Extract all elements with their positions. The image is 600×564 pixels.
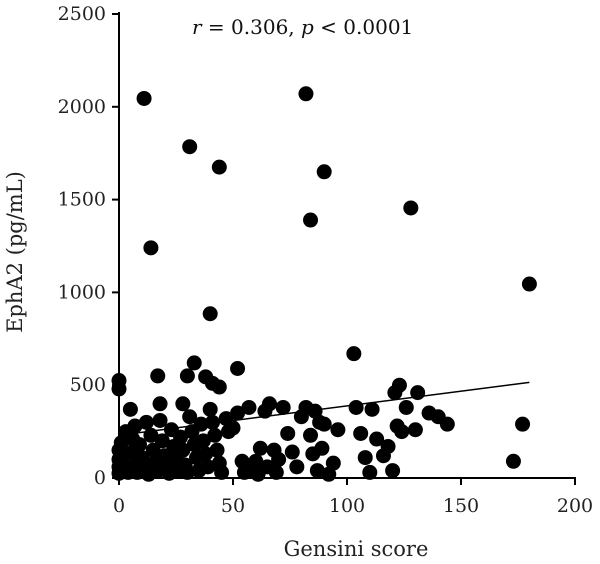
- data-point: [207, 427, 223, 443]
- data-point: [364, 401, 380, 417]
- data-point: [132, 437, 148, 453]
- data-point: [357, 450, 373, 466]
- data-point: [316, 164, 332, 180]
- r-symbol: r: [192, 15, 203, 39]
- data-point: [275, 399, 291, 415]
- data-point: [211, 159, 227, 175]
- y-tick-label: 0: [94, 467, 106, 489]
- data-point: [211, 379, 227, 395]
- data-point: [394, 424, 410, 440]
- data-point: [150, 368, 166, 384]
- data-point: [200, 459, 216, 475]
- data-point: [515, 416, 531, 432]
- data-point: [380, 438, 396, 454]
- data-point: [439, 416, 455, 432]
- y-tick-label: 500: [70, 374, 106, 396]
- data-point: [330, 422, 346, 438]
- data-point: [173, 429, 189, 445]
- data-point: [385, 463, 401, 479]
- data-point: [362, 464, 378, 480]
- x-tick-label: 50: [221, 495, 245, 517]
- data-point: [225, 420, 241, 436]
- data-point: [298, 86, 314, 102]
- data-point: [353, 425, 369, 441]
- trendline-group: [118, 381, 530, 437]
- r-value: = 0.306,: [202, 15, 301, 39]
- data-point: [303, 212, 319, 228]
- y-axis-title: EphA2 (pg/mL): [3, 171, 27, 333]
- data-point: [175, 396, 191, 412]
- data-point: [391, 377, 407, 393]
- y-tick-label: 2000: [58, 96, 106, 118]
- data-point: [403, 200, 419, 216]
- data-point: [280, 425, 296, 441]
- data-point: [309, 463, 325, 479]
- data-point: [316, 416, 332, 432]
- data-point: [348, 399, 364, 415]
- data-point: [234, 453, 250, 469]
- data-point: [152, 412, 168, 428]
- data-point: [111, 381, 127, 397]
- data-point: [241, 399, 257, 415]
- data-point: [230, 360, 246, 376]
- data-point: [209, 442, 225, 458]
- data-point: [325, 455, 341, 471]
- trendline: [118, 381, 530, 437]
- y-tick-label: 1500: [58, 189, 106, 211]
- data-point: [271, 451, 287, 467]
- data-point: [145, 442, 161, 458]
- correlation-annotation: r = 0.306, p < 0.0001: [192, 15, 413, 39]
- data-points: [111, 86, 537, 482]
- data-point: [230, 405, 246, 421]
- data-point: [407, 422, 423, 438]
- x-tick-label: 100: [329, 495, 365, 517]
- y-tick-label: 2500: [58, 3, 106, 25]
- data-point: [182, 139, 198, 155]
- data-point: [346, 346, 362, 362]
- data-point: [261, 396, 277, 412]
- axes: 0 500 1000 1500 2000 2500 0 50 100 150 200: [58, 3, 593, 517]
- data-point: [314, 440, 330, 456]
- data-point: [505, 453, 521, 469]
- data-point: [398, 399, 414, 415]
- data-point: [175, 442, 191, 458]
- data-point: [136, 90, 152, 106]
- data-point: [182, 409, 198, 425]
- data-point: [143, 240, 159, 256]
- data-point: [179, 464, 195, 480]
- data-point: [303, 427, 319, 443]
- data-point: [214, 464, 230, 480]
- x-tick-label: 0: [113, 495, 125, 517]
- data-point: [152, 396, 168, 412]
- data-point: [521, 276, 537, 292]
- data-point: [157, 448, 173, 464]
- data-point: [289, 459, 305, 475]
- data-point: [268, 464, 284, 480]
- data-point: [179, 368, 195, 384]
- x-tick-label: 200: [557, 495, 593, 517]
- p-value: < 0.0001: [314, 15, 413, 39]
- y-tick-label: 1000: [58, 281, 106, 303]
- data-point: [202, 401, 218, 417]
- data-point: [154, 433, 170, 449]
- data-point: [284, 444, 300, 460]
- data-point: [204, 414, 220, 430]
- x-tick-label: 150: [443, 495, 479, 517]
- x-axis-title: Gensini score: [284, 537, 429, 561]
- data-point: [198, 446, 214, 462]
- data-point: [186, 355, 202, 371]
- data-point: [248, 453, 264, 469]
- data-point: [138, 414, 154, 430]
- data-point: [122, 401, 138, 417]
- data-point: [369, 431, 385, 447]
- data-point: [195, 433, 211, 449]
- data-point: [202, 306, 218, 322]
- p-symbol: p: [301, 15, 314, 39]
- data-point: [252, 440, 268, 456]
